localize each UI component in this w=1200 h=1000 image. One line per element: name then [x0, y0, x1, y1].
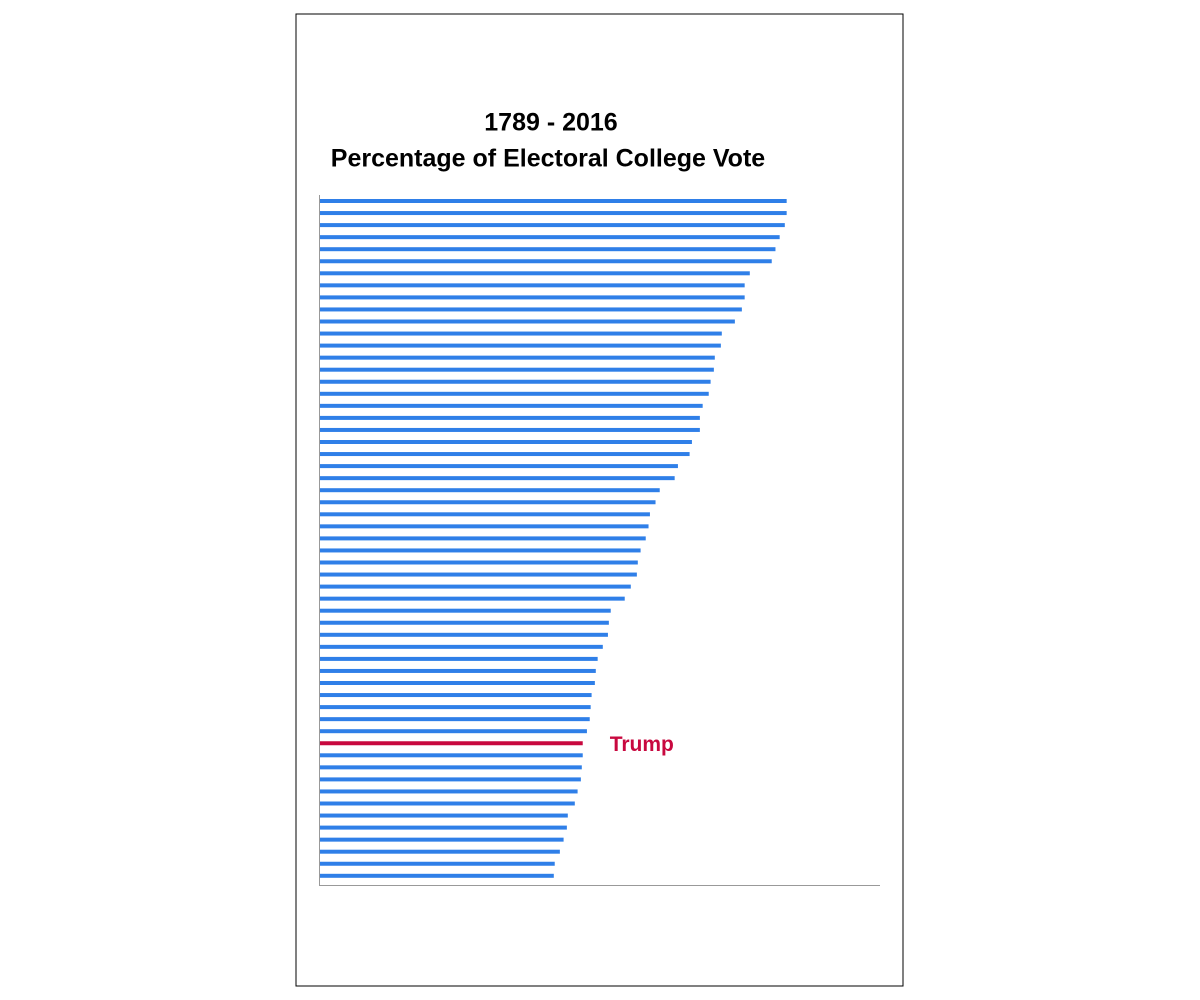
bar [320, 415, 700, 420]
bar [320, 524, 649, 529]
bar [320, 476, 675, 481]
bar [320, 343, 721, 348]
bar [320, 331, 722, 336]
bar [320, 825, 567, 830]
bar [320, 741, 583, 746]
bar [320, 307, 742, 312]
chart-title: 1789 - 2016 [484, 109, 617, 137]
bar [320, 681, 595, 685]
bar [320, 464, 678, 469]
bar [320, 668, 596, 673]
bar [320, 355, 715, 360]
bar [320, 319, 735, 324]
bar [320, 849, 560, 854]
bar [320, 837, 564, 842]
bar [320, 608, 611, 613]
bar [320, 729, 587, 734]
bar [320, 789, 578, 794]
bar [320, 717, 590, 722]
bar [320, 693, 592, 698]
bar-label: Trump [610, 733, 674, 756]
bar [320, 199, 787, 203]
bar [320, 572, 637, 577]
bar [320, 391, 709, 396]
bar [320, 271, 750, 276]
bar [320, 211, 787, 216]
bar [320, 560, 638, 565]
bar [320, 765, 582, 770]
bar [320, 861, 555, 866]
bar [320, 403, 703, 408]
bar [320, 536, 646, 541]
bar [320, 753, 583, 758]
bar [320, 440, 692, 444]
bar [320, 644, 603, 649]
bar [320, 548, 641, 553]
bar [320, 596, 625, 601]
chart-subtitle: Percentage of Electoral College Vote [331, 145, 765, 173]
bar [320, 295, 745, 300]
frame [295, 13, 904, 987]
bar [320, 427, 700, 432]
bar [320, 259, 772, 264]
bar [320, 500, 656, 505]
bar [320, 801, 575, 806]
bar [320, 488, 660, 493]
bar [320, 379, 711, 384]
bar [320, 873, 554, 878]
bar [320, 813, 568, 818]
bar [320, 777, 581, 782]
bar [320, 705, 591, 710]
bar [320, 247, 776, 252]
bar [320, 656, 598, 661]
bar [320, 632, 608, 637]
bar [320, 620, 609, 625]
bar [320, 367, 714, 372]
bar [320, 283, 745, 288]
bar [320, 512, 650, 517]
bar [320, 584, 631, 589]
bar [320, 223, 785, 228]
bar [320, 235, 780, 240]
bar [320, 452, 690, 457]
